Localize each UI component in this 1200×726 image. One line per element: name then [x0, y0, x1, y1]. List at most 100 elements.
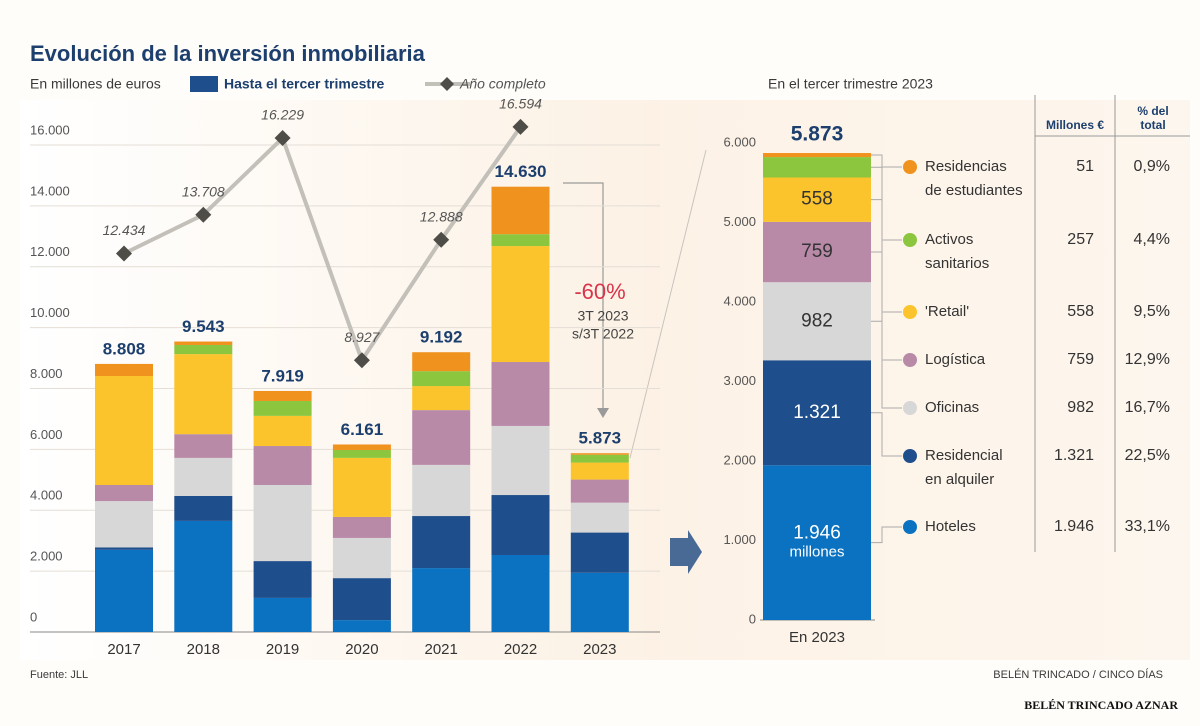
bar-segment — [412, 516, 471, 569]
legend-dot — [903, 353, 917, 367]
legend-label: Residencias de estudiantes — [925, 158, 1023, 199]
bar-segment — [174, 434, 233, 458]
leader-line — [871, 199, 902, 313]
table-header: Millones € — [1046, 118, 1104, 132]
bar-segment — [491, 554, 550, 632]
leader-line — [871, 154, 902, 168]
bar-segment — [332, 449, 391, 458]
subtitle: En millones de euros — [30, 76, 161, 92]
legend-dot — [903, 449, 917, 463]
y-tick-label: 6.000 — [723, 134, 756, 149]
legend-swatch — [190, 76, 218, 92]
bar-segment — [332, 537, 391, 579]
unit-label: millones — [789, 544, 844, 561]
bar-segment — [412, 352, 471, 372]
bar-segment — [491, 425, 550, 496]
y-tick-label: 3.000 — [723, 373, 756, 388]
x-tick-label: 2022 — [504, 641, 537, 658]
bar-segment — [332, 578, 391, 621]
bar-segment — [95, 484, 153, 502]
bar-segment — [332, 516, 391, 538]
total-label: 8.808 — [103, 339, 146, 358]
bar-segment — [570, 453, 629, 455]
y-tick-label: 12.000 — [30, 244, 70, 259]
y-tick-label: 16.000 — [30, 122, 70, 137]
y-tick-label: 10.000 — [30, 305, 70, 320]
line-marker — [195, 206, 212, 223]
legend-label: Hasta el tercer trimestre — [224, 76, 385, 92]
table-cell: 16,7% — [1125, 399, 1170, 416]
bar-segment — [95, 549, 153, 632]
x-tick-label: En 2023 — [789, 629, 845, 646]
table-cell: 4,4% — [1134, 231, 1170, 248]
bar-segment — [491, 246, 550, 363]
bar-segment — [763, 465, 871, 620]
bar-segment — [253, 390, 312, 401]
bar-segment — [332, 444, 391, 450]
legend-dot — [903, 305, 917, 319]
bar-segment — [174, 354, 233, 435]
bar-segment — [570, 462, 629, 480]
table-cell: 51 — [1076, 158, 1094, 175]
x-tick-label: 2018 — [187, 641, 220, 658]
bar-segment — [570, 454, 629, 463]
bar-segment — [174, 457, 233, 496]
bar-segment — [570, 532, 629, 573]
bar-segment — [570, 479, 629, 503]
x-tick-label: 2017 — [107, 641, 140, 658]
bar-segment — [253, 597, 312, 632]
legend-label: Residencial en alquiler — [925, 447, 1003, 488]
title: Evolución de la inversión inmobiliaria — [30, 41, 426, 66]
legend-label: Oficinas — [925, 399, 979, 416]
y-tick-label: 4.000 — [30, 488, 63, 503]
annotation: 3T 2023 — [577, 308, 628, 324]
bar-segment — [763, 360, 871, 466]
bar-segment — [253, 415, 312, 447]
bar-segment — [95, 547, 153, 550]
credit: BELÉN TRINCADO / CINCO DÍAS — [993, 668, 1163, 681]
segment-label: 982 — [801, 310, 833, 331]
total-label: 14.630 — [495, 162, 547, 181]
bar-segment — [763, 282, 871, 361]
line-value-label: 16.229 — [261, 107, 304, 123]
total-label: 5.873 — [579, 429, 622, 448]
line-marker — [116, 245, 132, 262]
legend-label: Año completo — [459, 76, 546, 92]
bar-segment — [491, 495, 550, 555]
annotation: -60% — [574, 279, 625, 304]
leader-line — [871, 320, 902, 409]
segment-label: 1.321 — [793, 402, 841, 423]
bar-segment — [763, 177, 871, 222]
legend-dot — [903, 520, 917, 534]
leader-line — [871, 412, 902, 457]
y-tick-label: 0 — [749, 611, 756, 626]
change-arrow — [563, 182, 604, 410]
bar-segment — [253, 400, 312, 416]
table-cell: 257 — [1067, 231, 1094, 248]
line-marker — [512, 118, 529, 135]
arrow-icon — [670, 530, 702, 574]
bar-segment — [253, 484, 312, 562]
line-marker — [274, 130, 291, 147]
legend-label: Activos sanitarios — [925, 231, 989, 272]
bar-segment — [174, 341, 233, 345]
bar-segment — [95, 363, 153, 377]
x-tick-label: 2023 — [583, 641, 616, 658]
table-cell: 558 — [1067, 303, 1094, 320]
bar-segment — [491, 186, 550, 235]
y-tick-label: 14.000 — [30, 183, 70, 198]
legend-dot — [903, 401, 917, 415]
bar-segment — [95, 501, 153, 548]
y-tick-label: 0 — [30, 609, 37, 624]
total-label: 9.543 — [182, 317, 225, 336]
line-value-label: 8.927 — [344, 329, 380, 345]
table-cell: 1.946 — [1054, 518, 1094, 535]
bar-segment — [174, 495, 233, 521]
legend-dot — [903, 233, 917, 247]
total-label: 9.192 — [420, 328, 463, 347]
line-marker — [353, 352, 370, 369]
bar-segment — [332, 457, 391, 517]
bar-segment — [491, 234, 550, 247]
line — [123, 125, 523, 365]
